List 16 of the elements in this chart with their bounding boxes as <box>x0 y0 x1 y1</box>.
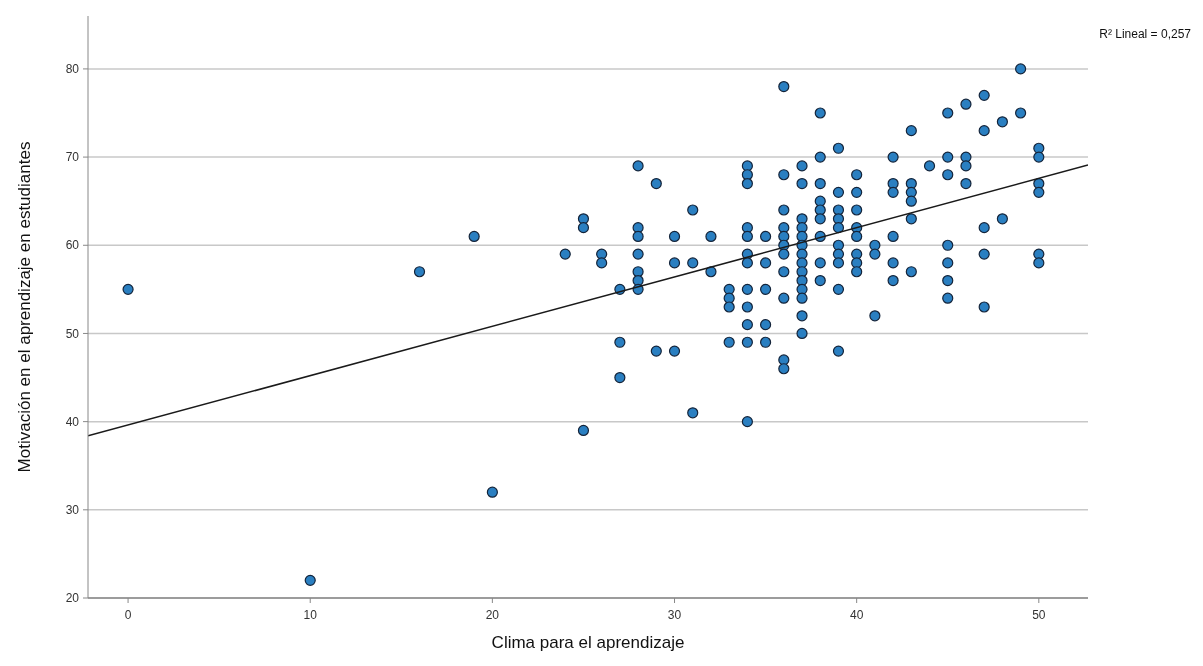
y-tick-label: 80 <box>65 62 80 77</box>
y-tick-label: 60 <box>65 238 80 253</box>
x-tick-label: 20 <box>485 608 500 622</box>
y-tick-label: 20 <box>65 591 80 606</box>
y-tick-label: 30 <box>65 503 80 518</box>
x-tick-label: 30 <box>667 608 682 622</box>
x-tick-label: 0 <box>124 608 132 622</box>
text: R² Lineal = 0,257 <box>1099 27 1192 41</box>
y-tick-label: 70 <box>65 150 80 165</box>
y-tick-label: 40 <box>65 414 80 429</box>
y-tick-label: 50 <box>65 326 80 341</box>
x-axis-title: Clima para el aprendizaje <box>491 633 685 652</box>
x-tick-label: 10 <box>303 608 318 622</box>
x-tick-label: 40 <box>849 608 864 622</box>
y-axis-title: Motivación en el aprendizaje en estudiantes <box>15 141 34 473</box>
x-tick-label: 50 <box>1032 608 1046 622</box>
